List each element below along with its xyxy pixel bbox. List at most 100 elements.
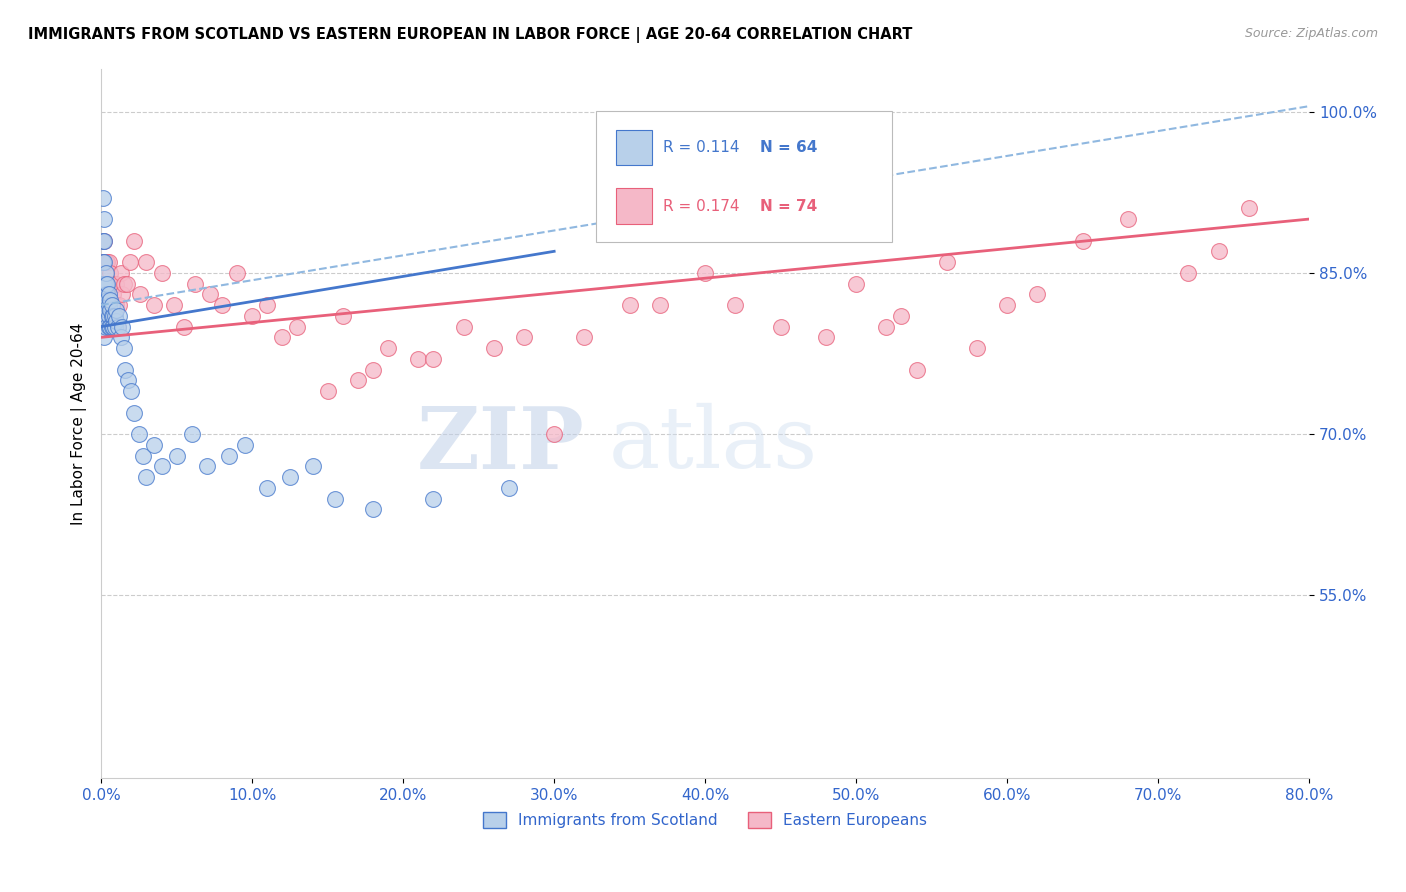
Eastern Europeans [124, 234, 146, 248]
Eastern Europeans [513, 330, 536, 344]
Eastern Europeans [94, 298, 117, 312]
Eastern Europeans [769, 319, 792, 334]
Eastern Europeans [100, 277, 122, 291]
Immigrants from Scotland [100, 298, 122, 312]
Eastern Europeans [1237, 202, 1260, 216]
Immigrants from Scotland [323, 491, 346, 506]
Immigrants from Scotland [94, 298, 117, 312]
Eastern Europeans [256, 298, 278, 312]
Eastern Europeans [422, 351, 444, 366]
Eastern Europeans [97, 255, 120, 269]
Eastern Europeans [1026, 287, 1049, 301]
Eastern Europeans [111, 287, 134, 301]
Text: R = 0.114: R = 0.114 [662, 140, 740, 155]
Eastern Europeans [115, 277, 138, 291]
Eastern Europeans [105, 277, 128, 291]
Immigrants from Scotland [98, 293, 121, 307]
Immigrants from Scotland [112, 341, 135, 355]
Immigrants from Scotland [93, 234, 115, 248]
Eastern Europeans [96, 287, 118, 301]
Eastern Europeans [96, 255, 118, 269]
Eastern Europeans [107, 319, 129, 334]
Immigrants from Scotland [218, 449, 240, 463]
Immigrants from Scotland [143, 438, 166, 452]
Eastern Europeans [316, 384, 339, 398]
Immigrants from Scotland [110, 330, 132, 344]
Immigrants from Scotland [94, 287, 117, 301]
Immigrants from Scotland [233, 438, 256, 452]
Immigrants from Scotland [91, 255, 114, 269]
Immigrants from Scotland [91, 234, 114, 248]
Immigrants from Scotland [94, 309, 117, 323]
Eastern Europeans [108, 298, 131, 312]
Eastern Europeans [347, 373, 370, 387]
Eastern Europeans [482, 341, 505, 355]
Immigrants from Scotland [98, 303, 121, 318]
Immigrants from Scotland [124, 406, 146, 420]
Immigrants from Scotland [108, 309, 131, 323]
Eastern Europeans [94, 255, 117, 269]
Immigrants from Scotland [107, 319, 129, 334]
Immigrants from Scotland [103, 319, 125, 334]
Immigrants from Scotland [94, 309, 117, 323]
Eastern Europeans [543, 427, 565, 442]
Immigrants from Scotland [120, 384, 142, 398]
Eastern Europeans [211, 298, 233, 312]
Eastern Europeans [150, 266, 173, 280]
Immigrants from Scotland [94, 319, 117, 334]
Eastern Europeans [814, 330, 837, 344]
Immigrants from Scotland [104, 309, 127, 323]
Eastern Europeans [574, 330, 596, 344]
Text: IMMIGRANTS FROM SCOTLAND VS EASTERN EUROPEAN IN LABOR FORCE | AGE 20-64 CORRELAT: IMMIGRANTS FROM SCOTLAND VS EASTERN EURO… [28, 27, 912, 43]
Eastern Europeans [905, 362, 928, 376]
Eastern Europeans [112, 277, 135, 291]
Eastern Europeans [98, 309, 121, 323]
FancyBboxPatch shape [596, 112, 893, 243]
Immigrants from Scotland [100, 309, 122, 323]
Eastern Europeans [104, 298, 127, 312]
Eastern Europeans [845, 277, 868, 291]
Immigrants from Scotland [97, 309, 120, 323]
Eastern Europeans [875, 319, 897, 334]
Text: Source: ZipAtlas.com: Source: ZipAtlas.com [1244, 27, 1378, 40]
Eastern Europeans [890, 309, 912, 323]
Immigrants from Scotland [278, 470, 301, 484]
Immigrants from Scotland [97, 319, 120, 334]
Eastern Europeans [110, 266, 132, 280]
Immigrants from Scotland [105, 314, 128, 328]
Eastern Europeans [453, 319, 475, 334]
Immigrants from Scotland [96, 303, 118, 318]
Eastern Europeans [97, 277, 120, 291]
Legend: Immigrants from Scotland, Eastern Europeans: Immigrants from Scotland, Eastern Europe… [477, 806, 934, 834]
Eastern Europeans [995, 298, 1018, 312]
Immigrants from Scotland [256, 481, 278, 495]
Immigrants from Scotland [361, 502, 384, 516]
Eastern Europeans [100, 298, 122, 312]
Eastern Europeans [143, 298, 166, 312]
Immigrants from Scotland [150, 459, 173, 474]
Eastern Europeans [96, 309, 118, 323]
Immigrants from Scotland [91, 277, 114, 291]
Eastern Europeans [648, 298, 671, 312]
Immigrants from Scotland [97, 298, 120, 312]
Immigrants from Scotland [93, 298, 115, 312]
Eastern Europeans [619, 298, 641, 312]
Immigrants from Scotland [96, 298, 118, 312]
Eastern Europeans [94, 277, 117, 291]
Eastern Europeans [1177, 266, 1199, 280]
Eastern Europeans [332, 309, 354, 323]
Eastern Europeans [118, 255, 141, 269]
Immigrants from Scotland [117, 373, 139, 387]
Immigrants from Scotland [91, 190, 114, 204]
Eastern Europeans [184, 277, 207, 291]
Eastern Europeans [406, 351, 429, 366]
Immigrants from Scotland [111, 319, 134, 334]
Eastern Europeans [271, 330, 294, 344]
Immigrants from Scotland [104, 319, 127, 334]
Eastern Europeans [97, 298, 120, 312]
Immigrants from Scotland [96, 293, 118, 307]
Eastern Europeans [98, 266, 121, 280]
Eastern Europeans [93, 277, 115, 291]
Eastern Europeans [105, 298, 128, 312]
Immigrants from Scotland [128, 427, 150, 442]
